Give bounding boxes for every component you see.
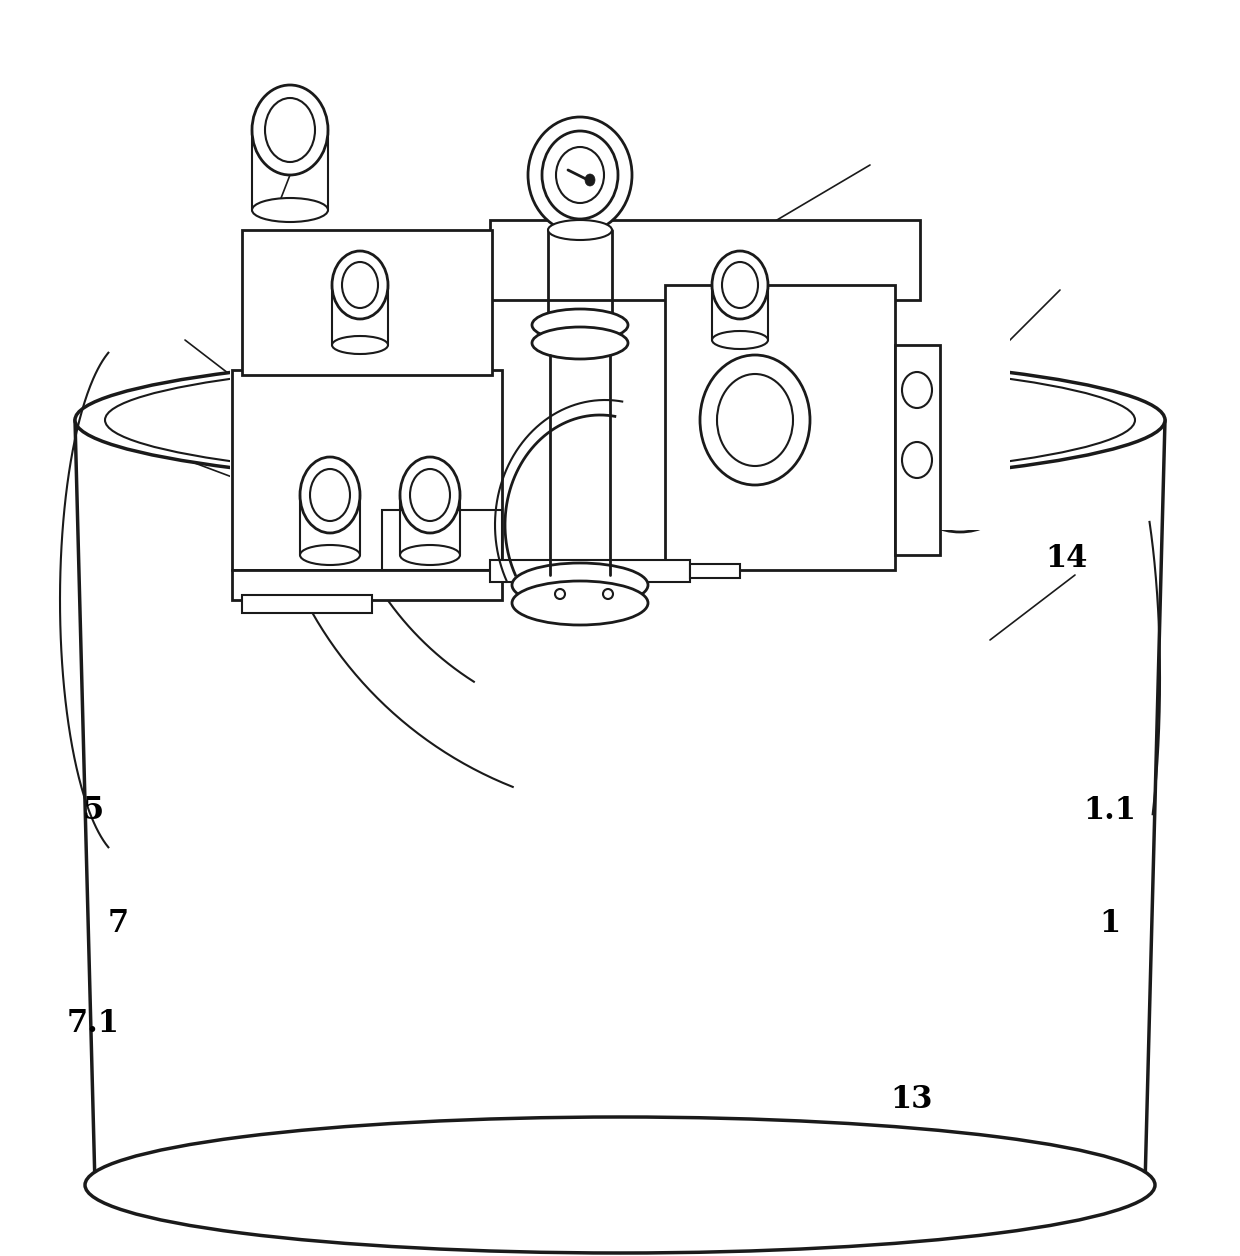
Bar [232,570,502,600]
Ellipse shape [585,175,595,186]
Ellipse shape [512,582,649,625]
Ellipse shape [901,372,932,408]
Ellipse shape [332,251,388,319]
Bar [490,560,689,582]
Ellipse shape [712,332,768,349]
Ellipse shape [252,85,329,175]
Ellipse shape [532,327,627,359]
Bar [242,230,492,376]
Text: 13: 13 [890,1084,932,1114]
Text: 7: 7 [107,908,129,938]
Bar [382,510,502,570]
Ellipse shape [252,198,329,222]
Bar [490,220,920,300]
Ellipse shape [528,117,632,234]
Ellipse shape [542,131,618,219]
Text: 14: 14 [1045,544,1087,574]
Text: 5: 5 [82,795,104,825]
Bar [665,285,895,570]
Bar [689,564,740,578]
Bar [229,220,1011,530]
Bar [232,371,502,570]
Ellipse shape [923,489,998,533]
Ellipse shape [86,1117,1154,1253]
Text: 7.1: 7.1 [67,1009,119,1039]
Ellipse shape [401,457,460,533]
Bar [895,345,940,555]
Text: 1.1: 1.1 [1084,795,1136,825]
Ellipse shape [332,337,388,354]
Ellipse shape [712,251,768,319]
Bar [242,595,372,613]
Ellipse shape [701,355,810,485]
Ellipse shape [401,545,460,565]
Ellipse shape [901,442,932,479]
Ellipse shape [300,545,360,565]
Text: 1: 1 [1099,908,1121,938]
Ellipse shape [512,563,649,607]
Ellipse shape [74,352,1166,489]
Ellipse shape [532,309,627,340]
Ellipse shape [300,457,360,533]
Ellipse shape [242,489,317,533]
Ellipse shape [548,220,613,240]
